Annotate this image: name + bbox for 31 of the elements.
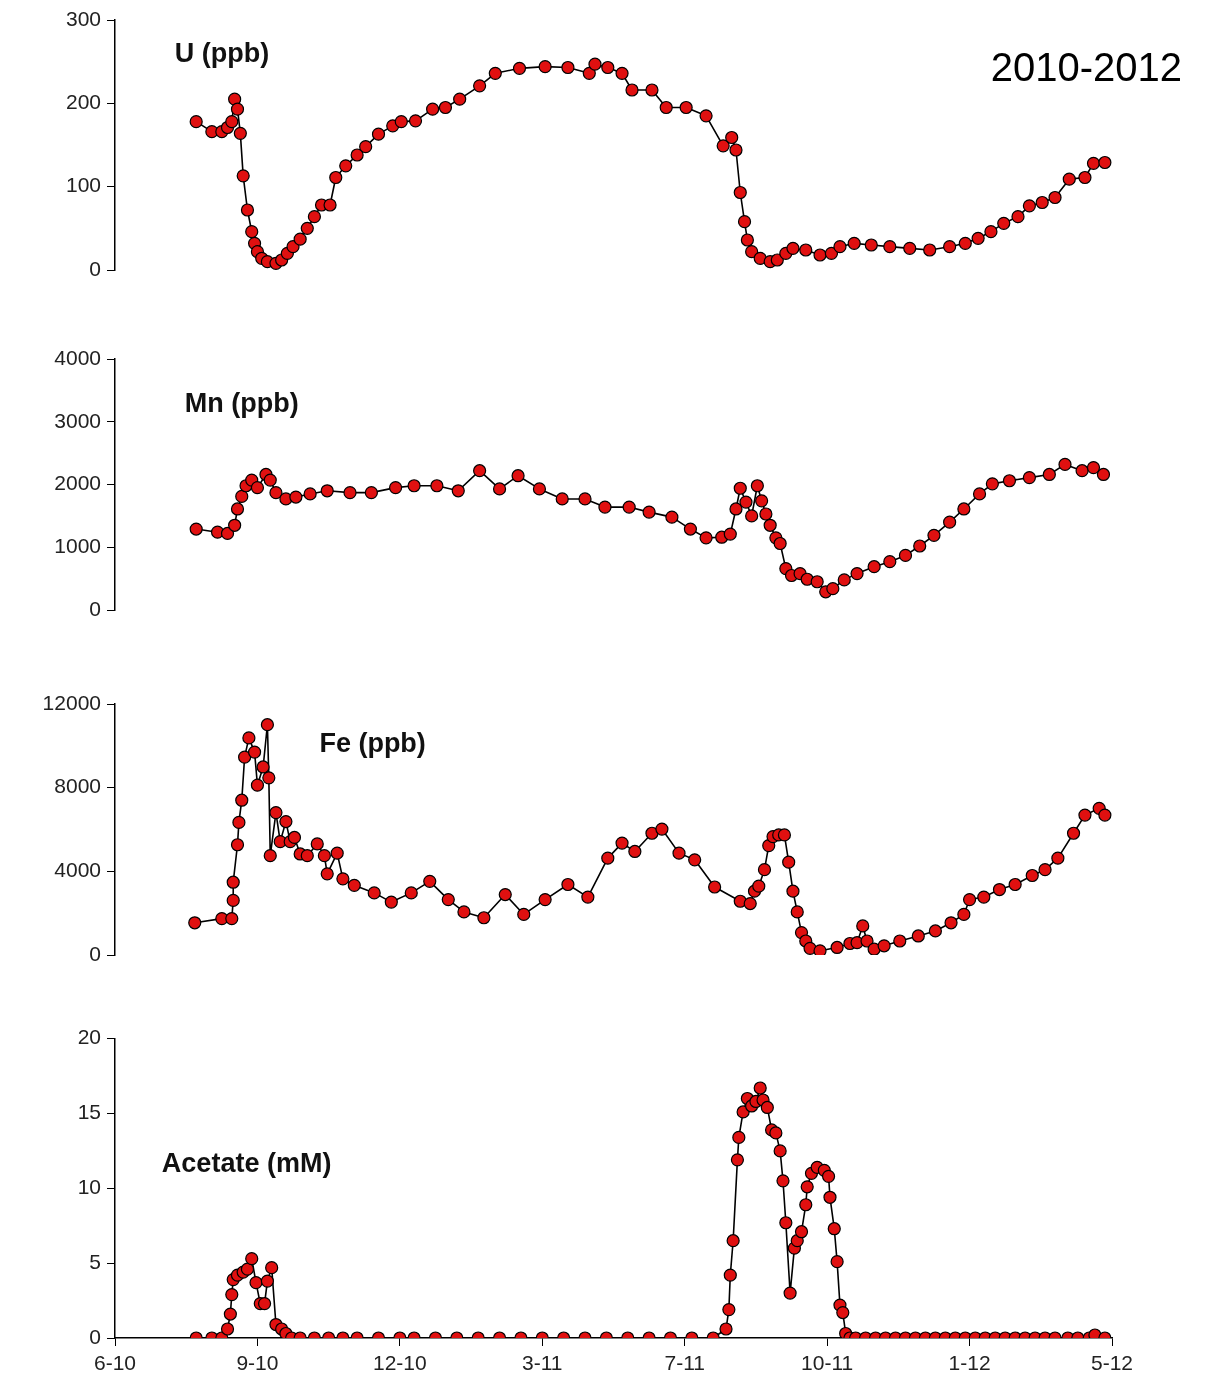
y-tick-label: 10 [77, 1175, 101, 1199]
text: Fe (ppb) [319, 727, 426, 758]
x-tick-label: 12-10 [373, 1351, 427, 1375]
y-tick-label: 4000 [54, 345, 101, 369]
x-tick-label: 9-10 [236, 1351, 279, 1375]
x-tick-label: 5-12 [1090, 1351, 1134, 1375]
annotation: 2010-2012 [990, 45, 1182, 90]
y-tick-label: 20 [77, 1025, 101, 1049]
x-tick-label: 3-11 [522, 1351, 563, 1375]
y-tick-label: 200 [65, 90, 101, 114]
y-tick-label: 3000 [54, 408, 101, 432]
y-tick-label: 4000 [54, 858, 101, 882]
y-tick-label: 15 [77, 1100, 101, 1124]
y-tick-label: 8000 [54, 774, 101, 798]
x-tick-label: 10-11 [801, 1351, 854, 1375]
y-tick-label: 1000 [54, 534, 101, 558]
y-tick-label: 100 [65, 173, 101, 197]
x-tick-label: 7-11 [664, 1351, 705, 1375]
y-tick-label: 0 [89, 596, 101, 620]
y-tick-label: 2000 [54, 471, 101, 495]
y-tick-label: 5 [89, 1249, 101, 1273]
y-tick-label: 0 [89, 256, 101, 280]
text: Mn (ppb) [184, 387, 299, 418]
y-tick-label: 12000 [42, 690, 101, 714]
y-tick-label: 0 [89, 1324, 101, 1348]
x-tick-label: 1-12 [948, 1351, 991, 1375]
y-tick-label: 300 [65, 6, 101, 30]
text: U (ppb) [174, 38, 270, 69]
y-tick-label: 0 [89, 941, 101, 965]
x-tick-label: 6-10 [93, 1351, 137, 1375]
text: Acetate (mM) [161, 1147, 332, 1178]
